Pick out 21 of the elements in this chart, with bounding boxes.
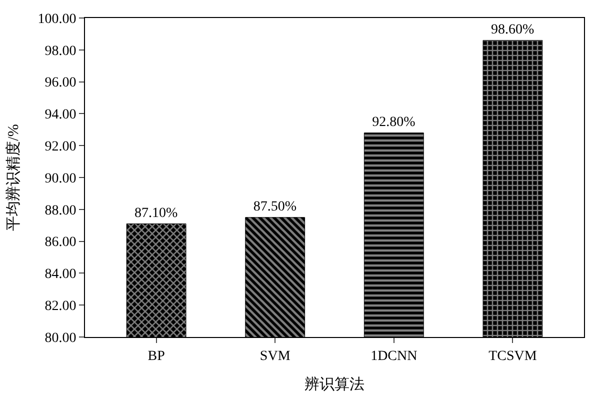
y-tick-label: 92.00 — [44, 140, 76, 154]
y-tick-label: 94.00 — [44, 108, 76, 123]
y-tick-label: 96.00 — [44, 76, 76, 91]
data-label: 87.50% — [253, 199, 297, 214]
y-tick-label: 88.00 — [44, 203, 76, 218]
y-tick-label: 98.00 — [44, 44, 76, 59]
y-tick-label: 80.00 — [44, 330, 76, 346]
x-tick-label: 1DCNN — [370, 348, 418, 364]
y-tick-label: 84.00 — [44, 267, 76, 282]
y-axis-title: 平均辨识精度/% — [4, 124, 22, 231]
x-tick-label: TCSVM — [488, 348, 538, 364]
y-tick-label: 100.00 — [38, 12, 76, 27]
x-tick-label: SVM — [260, 348, 291, 364]
data-label: 92.80% — [372, 114, 416, 130]
x-tick-label: BP — [148, 348, 166, 364]
x-axis-title: 辨识算法 — [304, 376, 364, 393]
data-label: 87.10% — [134, 206, 178, 221]
y-tick-label: 90.00 — [44, 171, 76, 186]
y-tick-label: 86.00 — [44, 235, 76, 250]
y-tick-label: 82.00 — [44, 299, 76, 314]
data-label: 98.60% — [490, 22, 534, 38]
